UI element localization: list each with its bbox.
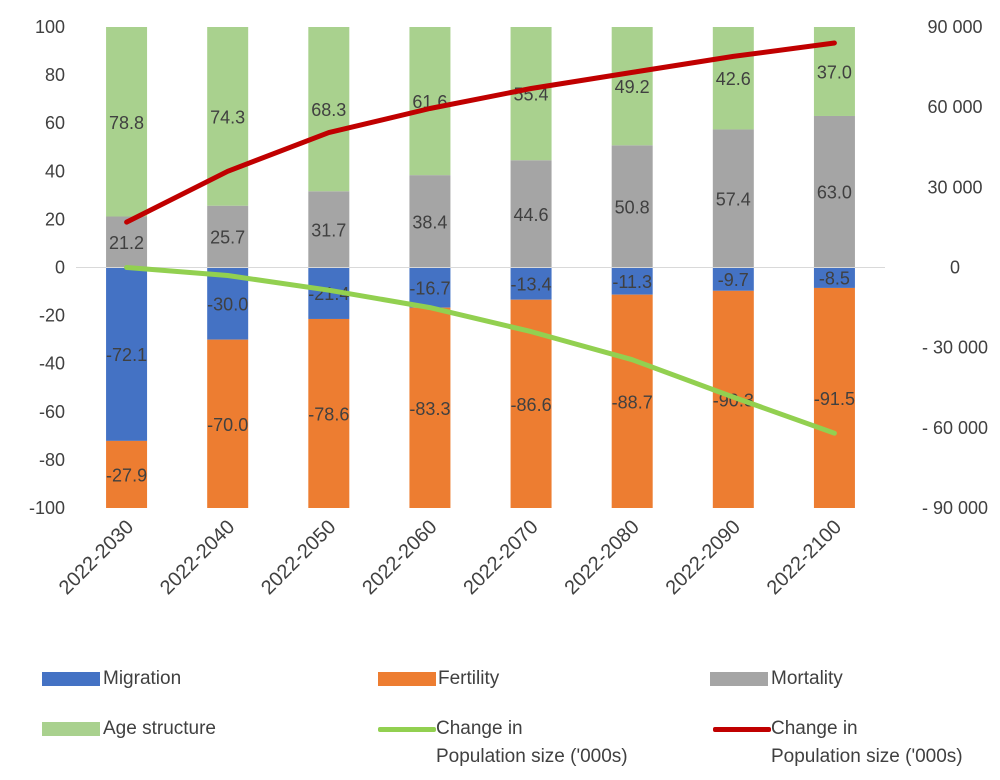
x-tick-label: 2022-2090 [662, 516, 745, 599]
line-series-green [124, 265, 837, 436]
y-tick-label: 0 [55, 258, 65, 278]
legend-label-migration: Migration [103, 668, 182, 689]
bar-value-label: 74.3 [210, 107, 245, 127]
legend-label-fertility: Fertility [438, 668, 500, 689]
y-tick-label: -60 [39, 402, 65, 422]
bar-fertility [106, 440, 148, 508]
x-tick-label: 2022-2100 [763, 516, 846, 599]
legend-swatch-mortality [710, 672, 768, 686]
bar-value-label: -13.4 [511, 275, 552, 295]
bar-value-label: -16.7 [409, 279, 450, 299]
legend-label-green-line-2: Population size ('000s) [436, 746, 628, 767]
y2-tick-label: 30 000 [927, 177, 982, 197]
bar-fertility [409, 307, 451, 508]
bar-mortality [611, 145, 653, 268]
legend-label-green-line-1: Change in [436, 718, 523, 739]
legend-label-mortality: Mortality [771, 668, 843, 689]
line-series-red [124, 40, 837, 225]
x-tick-label: 2022-2050 [257, 516, 340, 599]
bar-age-structure [106, 27, 148, 217]
bar-migration [106, 267, 148, 441]
bar-value-label: -83.3 [409, 399, 450, 419]
y-tick-label: 60 [45, 113, 65, 133]
bar-value-label: 37.0 [817, 62, 852, 82]
bar-value-label: 21.2 [109, 233, 144, 253]
bar-value-label: -8.5 [819, 269, 850, 289]
chart: 100 80 60 40 20 0 -20 -40 -60 -80 -100 90 000 60 000… [29, 17, 988, 599]
x-tick-label: 2022-2060 [358, 516, 441, 599]
bar-value-label: 31.7 [311, 220, 346, 240]
y2-tick-label: - 90 000 [922, 498, 988, 518]
y-tick-label: -80 [39, 450, 65, 470]
bar-age-structure [611, 27, 653, 146]
y2-tick-label: - 60 000 [922, 418, 988, 438]
bar-value-label: -30.0 [207, 295, 248, 315]
bar-value-label: -9.7 [718, 270, 749, 290]
x-tick-label: 2022-2070 [459, 516, 542, 599]
bar-fertility [207, 339, 249, 508]
y-tick-label: 20 [45, 209, 65, 229]
legend-label-red-line-1: Change in [771, 718, 858, 739]
legend-label-age-structure: Age structure [103, 718, 216, 739]
bar-mortality [106, 216, 148, 268]
bar-value-label: -91.5 [814, 389, 855, 409]
bar-migration [510, 267, 552, 300]
bar-value-label: -72.1 [106, 345, 147, 365]
y-tick-label: 40 [45, 161, 65, 181]
bar-value-label: -70.0 [207, 415, 248, 435]
legend-label-red-line-2: Population size ('000s) [771, 746, 963, 767]
bar-age-structure [409, 27, 451, 176]
bar-migration [813, 267, 855, 288]
x-tick-label: 2022-2040 [156, 516, 239, 599]
legend-line-red [713, 727, 771, 732]
bar-value-label: -88.7 [612, 392, 653, 412]
bar-value-label: -86.6 [511, 395, 552, 415]
bar-value-label: 42.6 [716, 69, 751, 89]
bar-value-label: -78.6 [308, 404, 349, 424]
bar-value-label: 25.7 [210, 228, 245, 248]
y2-tick-label: 0 [950, 258, 960, 278]
legend-swatch-fertility [378, 672, 436, 686]
y-tick-label: -100 [29, 498, 65, 518]
bar-value-label: -11.3 [612, 272, 652, 292]
bar-age-structure [712, 27, 754, 130]
bar-mortality [510, 160, 552, 268]
y2-tick-label: - 30 000 [922, 338, 988, 358]
y-tick-label: -40 [39, 354, 65, 374]
x-tick-label: 2022-2080 [561, 516, 644, 599]
legend-swatch-age-structure [42, 722, 100, 736]
bar-value-label: 50.8 [615, 197, 650, 217]
bar-mortality [308, 191, 350, 268]
bar-value-label: 78.8 [109, 113, 144, 133]
bar-migration [409, 267, 451, 308]
bar-value-label: 63.0 [817, 183, 852, 203]
legend-swatch-migration [42, 672, 100, 686]
bar-age-structure [308, 27, 350, 192]
bar-value-label: 57.4 [716, 189, 751, 209]
bar-mortality [409, 175, 451, 268]
bar-value-label: 38.4 [412, 212, 447, 232]
bar-fertility [813, 287, 855, 508]
bar-value-label: 44.6 [514, 205, 549, 225]
bar-fertility [611, 294, 653, 508]
y-tick-label: 100 [35, 17, 65, 37]
y2-tick-label: 90 000 [927, 17, 982, 37]
bar-migration [712, 267, 754, 291]
legend-line-green [378, 727, 436, 732]
y-tick-label: 80 [45, 65, 65, 85]
bar-mortality [712, 129, 754, 268]
bar-mortality [207, 205, 249, 268]
y2-tick-label: 60 000 [927, 97, 982, 117]
x-tick-label: 2022-2030 [55, 516, 138, 599]
bar-value-label: 49.2 [615, 77, 650, 97]
legend: Migration Fertility Mortality Age struct… [0, 655, 1000, 780]
bar-migration [611, 267, 653, 295]
bar-value-label: 68.3 [311, 100, 346, 120]
bar-mortality [813, 115, 855, 268]
y-tick-label: -20 [39, 306, 65, 326]
bar-fertility [308, 318, 350, 508]
bar-value-label: -27.9 [106, 465, 147, 485]
